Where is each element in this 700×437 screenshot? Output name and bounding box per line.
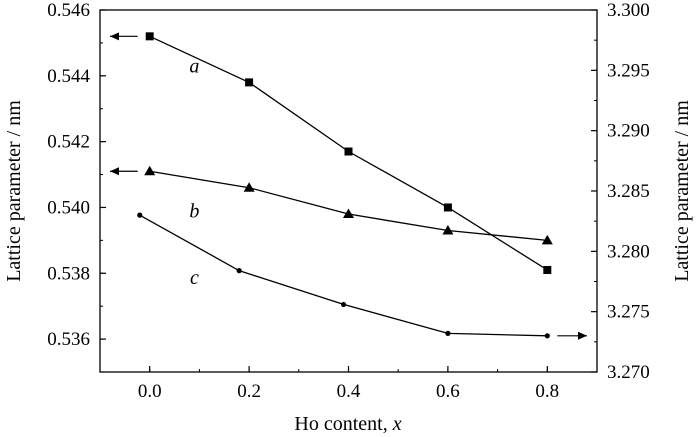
y-right-tick-label: 3.285 <box>607 181 650 202</box>
y-right-tick-label: 3.270 <box>607 362 650 383</box>
series-b-label: b <box>189 200 199 222</box>
series-a-point <box>145 32 154 41</box>
y-left-tick-label: 0.546 <box>47 0 90 21</box>
y-left-tick-label: 0.536 <box>47 329 90 350</box>
y-left-tick-label: 0.540 <box>47 197 90 218</box>
y-left-tick-label: 0.538 <box>47 263 90 284</box>
series-c-point <box>137 212 143 218</box>
y-right-tick-label: 3.300 <box>607 0 650 21</box>
y-left-tick-label: 0.542 <box>47 132 90 153</box>
x-tick-label: 0.4 <box>337 381 361 402</box>
series-a-point <box>443 203 452 212</box>
x-tick-label: 0.8 <box>535 381 559 402</box>
x-tick-label: 0.0 <box>138 381 162 402</box>
series-b-point <box>243 182 255 192</box>
series-b-line <box>149 170 548 242</box>
y-right-tick-label: 3.275 <box>607 302 650 323</box>
series-a-point <box>245 78 254 87</box>
y-axis-title-left: Lattice parameter / nm <box>3 100 25 282</box>
y-left-tick-label: 0.544 <box>47 66 90 87</box>
arrow-b-left-axis-head <box>110 167 119 176</box>
arrow-c-right-axis-head <box>578 331 587 340</box>
series-a-label: a <box>189 55 199 77</box>
y-axis-title-right: Lattice parameter / nm <box>671 100 693 282</box>
series-a-point <box>543 265 552 274</box>
series-c-point <box>445 330 451 336</box>
series-b-point <box>144 165 156 176</box>
series-b-point <box>541 234 553 245</box>
y-right-tick-label: 3.280 <box>607 241 650 262</box>
series-c-point <box>340 301 347 308</box>
arrow-a-left-axis-head <box>110 32 119 41</box>
y-right-tick-label: 3.290 <box>607 121 650 142</box>
series-b-point <box>343 208 354 219</box>
x-tick-label: 0.2 <box>237 381 261 402</box>
series-c-point <box>236 268 242 274</box>
x-axis-title: Ho content, x <box>294 413 401 435</box>
x-tick-label: 0.6 <box>436 381 460 402</box>
y-right-tick-label: 3.295 <box>607 60 650 81</box>
series-b-point <box>442 224 454 235</box>
plot-frame <box>99 9 598 373</box>
series-c-line <box>139 214 548 337</box>
series-c-label: c <box>190 267 199 289</box>
series-a-point <box>344 147 353 156</box>
series-c-point <box>544 333 550 339</box>
